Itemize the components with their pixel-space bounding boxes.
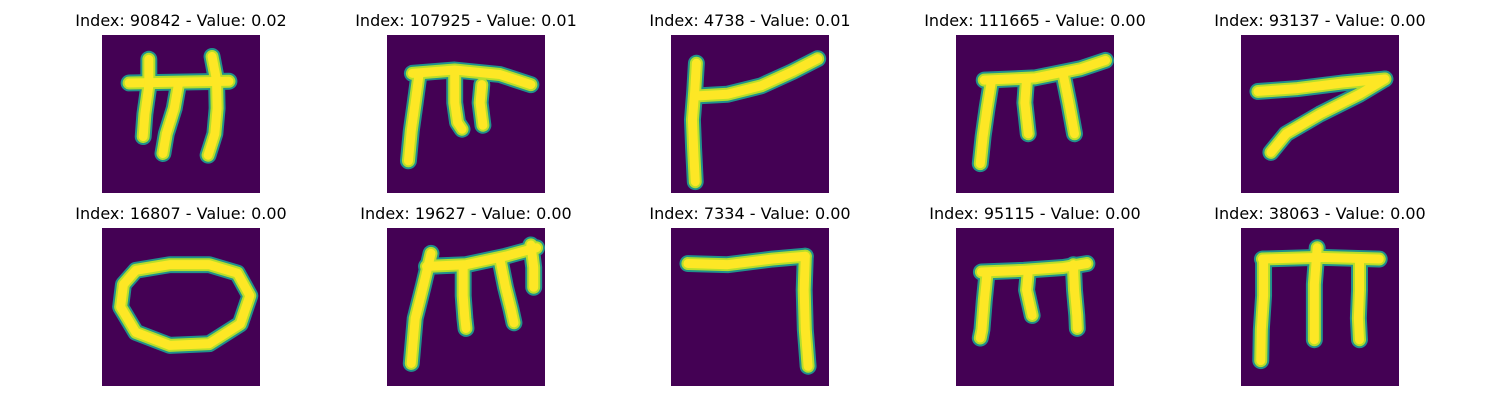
stroke-core xyxy=(458,261,471,333)
stroke-core xyxy=(1022,267,1037,320)
loop-shape xyxy=(112,256,259,354)
panel-title: Index: 19627 - Value: 0.00 xyxy=(360,204,572,223)
glyph-image xyxy=(671,228,829,386)
panel-8: Index: 7334 - Value: 0.00 xyxy=(620,204,880,386)
pi-shape xyxy=(399,61,540,170)
panel-title: Index: 93137 - Value: 0.00 xyxy=(1214,11,1426,30)
glyph-image xyxy=(387,228,545,386)
panel-10: Index: 38063 - Value: 0.00 xyxy=(1190,204,1450,386)
stroke-core xyxy=(979,55,1111,85)
stroke-core xyxy=(683,251,810,270)
stroke-core xyxy=(687,58,701,187)
stroke-core xyxy=(403,68,424,166)
flag-shape xyxy=(683,50,827,191)
glyph-image xyxy=(1241,35,1399,193)
stroke-core xyxy=(158,81,183,159)
stroke-core xyxy=(406,248,436,368)
stroke-core xyxy=(138,54,154,142)
panel-title: Index: 4738 - Value: 0.01 xyxy=(649,11,851,30)
panel-5: Index: 93137 - Value: 0.00 xyxy=(1190,11,1450,193)
glyph-image xyxy=(671,35,829,193)
glyph-image xyxy=(387,35,545,193)
stroke-core xyxy=(1353,254,1365,345)
glyph-image xyxy=(102,35,260,193)
stroke-core xyxy=(1266,74,1390,157)
panel-title: Index: 107925 - Value: 0.01 xyxy=(355,11,577,30)
panel-6: Index: 16807 - Value: 0.00 xyxy=(51,204,311,386)
stroke-core xyxy=(1058,69,1080,139)
stroke-core xyxy=(407,65,536,90)
stroke-core xyxy=(1020,74,1033,139)
stroke-core xyxy=(975,75,997,169)
stroke-core xyxy=(526,240,539,292)
glyph-image xyxy=(956,228,1114,386)
seven-shape xyxy=(1249,70,1394,161)
stroke-core xyxy=(1068,260,1082,333)
panel-4: Index: 111665 - Value: 0.00 xyxy=(905,11,1165,193)
m-shape xyxy=(1252,239,1388,370)
panel-title: Index: 95115 - Value: 0.00 xyxy=(929,204,1141,223)
m-shape xyxy=(402,236,545,372)
panel-1: Index: 90842 - Value: 0.02 xyxy=(51,11,311,193)
m-shape xyxy=(971,51,1114,173)
glyph-image xyxy=(1241,228,1399,386)
panel-title: Index: 7334 - Value: 0.00 xyxy=(649,204,851,223)
stroke-core xyxy=(495,254,519,328)
glyph-image xyxy=(956,35,1114,193)
m-shape xyxy=(120,47,238,164)
stroke-core xyxy=(421,243,542,271)
stroke-core xyxy=(475,80,488,130)
stroke-core xyxy=(116,260,255,350)
stroke-core xyxy=(1309,243,1322,345)
stroke-core xyxy=(203,51,222,160)
stroke-core xyxy=(450,69,467,134)
panel-title: Index: 16807 - Value: 0.00 xyxy=(75,204,287,223)
gamma-shape xyxy=(679,247,817,375)
stroke-core xyxy=(1253,74,1390,96)
panel-7: Index: 19627 - Value: 0.00 xyxy=(336,204,596,386)
m-shape xyxy=(971,255,1096,347)
stroke-core xyxy=(975,268,992,343)
glyph-image xyxy=(102,228,260,386)
panel-3: Index: 4738 - Value: 0.01 xyxy=(620,11,880,193)
panel-2: Index: 107925 - Value: 0.01 xyxy=(336,11,596,193)
stroke-core xyxy=(691,54,823,101)
panel-title: Index: 90842 - Value: 0.02 xyxy=(75,11,287,30)
stroke-core xyxy=(1256,254,1269,366)
stroke-core xyxy=(799,251,813,371)
panel-title: Index: 38063 - Value: 0.00 xyxy=(1214,204,1426,223)
panel-9: Index: 95115 - Value: 0.00 xyxy=(905,204,1165,386)
panel-title: Index: 111665 - Value: 0.00 xyxy=(924,11,1146,30)
